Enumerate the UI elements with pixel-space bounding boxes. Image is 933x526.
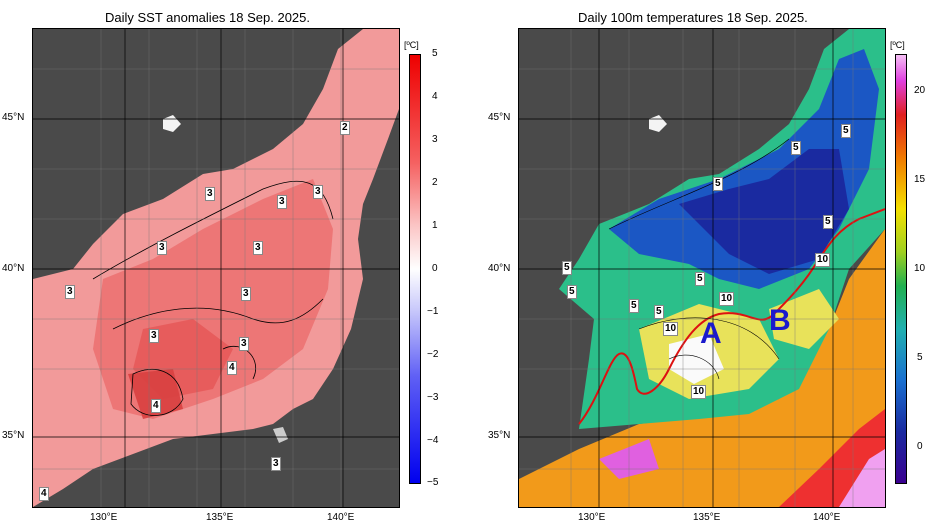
contour-label: 3 (157, 241, 167, 255)
contour-label: 10 (663, 322, 679, 336)
contour-label: 4 (151, 399, 161, 413)
colorbar-tick: 1 (432, 220, 438, 231)
contour-label: 4 (39, 487, 49, 501)
colorbar-tick: 3 (432, 134, 438, 145)
colorbar-tick: 0 (917, 441, 923, 452)
contour-label: 3 (277, 195, 287, 209)
sst-anomaly-map: 2 3 3 3 3 3 3 3 3 3 4 4 3 4 (32, 28, 400, 508)
left-colorbar-unit: [ºC] (404, 40, 419, 50)
lat-label: 40°N (488, 263, 511, 274)
lon-label: 140°E (813, 512, 841, 523)
lat-label: 35°N (2, 430, 25, 441)
lon-label: 135°E (206, 512, 234, 523)
contour-label: 5 (629, 299, 639, 313)
right-colorbar (895, 54, 907, 484)
lon-label: 135°E (693, 512, 721, 523)
lat-label: 40°N (2, 263, 25, 274)
region-label-b: B (769, 304, 791, 337)
contour-label: 4 (227, 361, 237, 375)
contour-label: 5 (791, 141, 801, 155)
contour-label: 3 (205, 187, 215, 201)
contour-label: 3 (241, 287, 251, 301)
contour-label: 10 (719, 292, 735, 306)
lon-label: 140°E (327, 512, 355, 523)
left-colorbar (409, 54, 421, 484)
contour-label: 5 (562, 261, 572, 275)
contour-label: 5 (695, 272, 705, 286)
contour-label: 5 (841, 124, 851, 138)
colorbar-tick: −3 (427, 392, 439, 403)
contour-label: 3 (149, 329, 159, 343)
colorbar-tick: 20 (914, 85, 926, 96)
colorbar-tick: 10 (914, 263, 926, 274)
colorbar-tick: −1 (427, 306, 439, 317)
right-map-title: Daily 100m temperatures 18 Sep. 2025. (578, 10, 808, 25)
contour-label: 2 (340, 121, 350, 135)
contour-label: 3 (65, 285, 75, 299)
right-colorbar-unit: [ºC] (890, 40, 905, 50)
contour-label: 3 (271, 457, 281, 471)
colorbar-tick: 4 (432, 91, 438, 102)
lat-label: 45°N (2, 112, 25, 123)
contour-label: 5 (567, 285, 577, 299)
colorbar-tick: −5 (427, 477, 439, 488)
lat-label: 45°N (488, 112, 511, 123)
colorbar-tick: 2 (432, 177, 438, 188)
colorbar-tick: 15 (914, 174, 926, 185)
colorbar-tick: 5 (917, 352, 923, 363)
contour-label: 10 (691, 385, 707, 399)
region-label-a: A (700, 317, 722, 350)
contour-label: 5 (823, 215, 833, 229)
contour-label: 5 (654, 305, 664, 319)
lat-label: 35°N (488, 430, 511, 441)
contour-label: 3 (253, 241, 263, 255)
temp-100m-map: 5 5 5 5 5 5 5 5 5 10 10 10 10 A B (518, 28, 886, 508)
colorbar-tick: 5 (432, 48, 438, 59)
lon-label: 130°E (578, 512, 606, 523)
contour-label: 3 (239, 337, 249, 351)
colorbar-tick: −2 (427, 349, 439, 360)
left-map-title: Daily SST anomalies 18 Sep. 2025. (105, 10, 310, 25)
contour-label: 10 (815, 253, 831, 267)
contour-label: 3 (313, 185, 323, 199)
contour-label: 5 (713, 177, 723, 191)
colorbar-tick: −4 (427, 435, 439, 446)
colorbar-tick: 0 (432, 263, 438, 274)
lon-label: 130°E (90, 512, 118, 523)
